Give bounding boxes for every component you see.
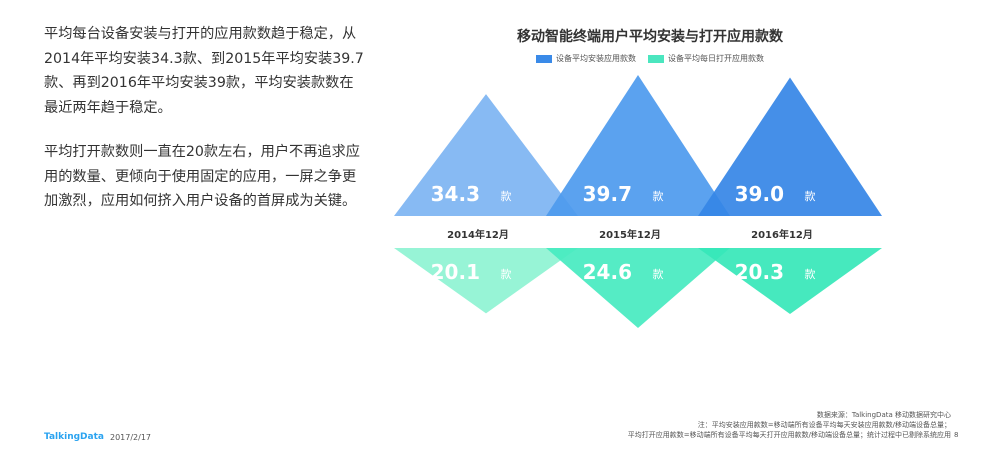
install-triangle-1 [394,94,578,216]
note-install-def: 注：平均安装应用款数=移动端所有设备平均每天安装应用款数/移动端设备总量； [697,421,951,429]
install-value-3: 39.0 [735,182,784,206]
legend-label-open: 设备平均每日打开应用款数 [668,54,764,63]
install-value-2: 39.7 [583,182,632,206]
open-unit-3: 款 [805,267,816,281]
open-value-3: 20.3 [735,260,784,284]
page-number: 8 [954,431,959,439]
footer-notes: 数据来源：TalkingData 移动数据研究中心 注：平均安装应用款数=移动端… [628,410,951,440]
install-triangle-2 [546,75,730,216]
legend-label-install: 设备平均安装应用款数 [556,54,636,63]
note-open-def: 平均打开应用款数=移动端所有设备平均每天打开应用款数/移动端设备总量；统计过程中… [627,431,951,439]
install-unit-3: 款 [805,189,816,203]
description-text: 平均每台设备安装与打开的应用款数趋于稳定，从2014年平均安装34.3款、到20… [44,22,364,234]
legend-swatch-install [536,54,552,63]
open-triangle-1 [394,248,578,314]
footer-date: 2017/2/17 [110,433,152,442]
paragraph-open: 平均打开款数则一直在20款左右，用户不再追求应用的数量、更倾向于使用固定的应用，… [44,144,360,209]
legend-item-install: 设备平均安装应用款数 [536,53,636,64]
open-unit-1: 款 [501,267,512,281]
open-value-2: 24.6 [583,260,632,284]
category-label-2: 2015年12月 [599,228,661,241]
category-label-1: 2014年12月 [447,228,509,241]
chart-legend: 设备平均安装应用款数 设备平均每日打开应用款数 [400,53,900,64]
brand-logo: TalkingData [44,432,104,442]
open-triangle-3 [698,248,882,315]
legend-item-open: 设备平均每日打开应用款数 [648,53,764,64]
open-unit-2: 款 [653,267,664,281]
install-unit-2: 款 [653,189,664,203]
category-label-3: 2016年12月 [751,228,813,241]
paragraph-install: 平均每台设备安装与打开的应用款数趋于稳定，从2014年平均安装34.3款、到20… [44,26,364,116]
install-unit-1: 款 [501,189,512,203]
install-triangle-3 [698,77,882,216]
chart-title: 移动智能终端用户平均安装与打开应用款数 [517,29,783,45]
open-triangle-2 [546,248,730,328]
legend-swatch-open [648,54,664,63]
install-value-1: 34.3 [431,182,480,206]
open-value-1: 20.1 [431,260,480,284]
note-source: 数据来源：TalkingData 移动数据研究中心 [816,411,951,419]
